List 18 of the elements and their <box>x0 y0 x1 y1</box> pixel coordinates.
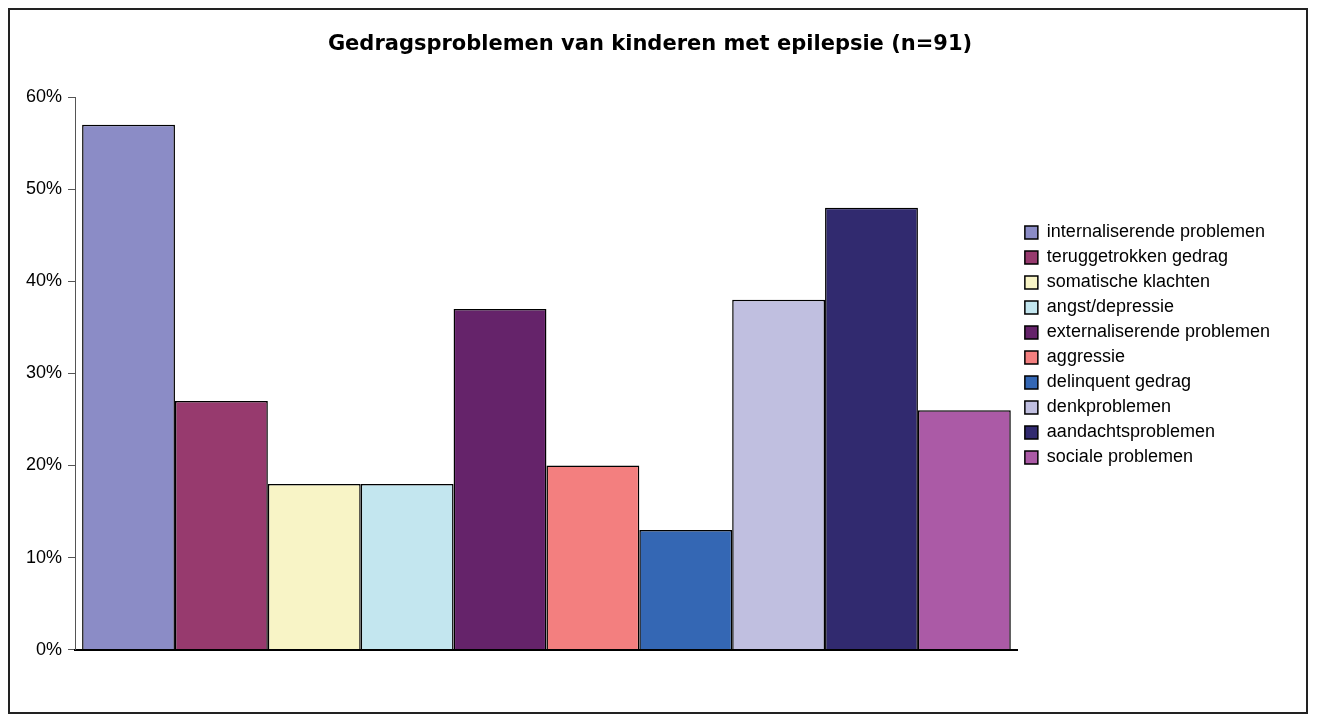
y-tick-label: 10% <box>26 546 63 567</box>
legend-label: sociale problemen <box>1046 446 1193 467</box>
legend-label: aggressie <box>1046 346 1125 367</box>
y-tick-label: 50% <box>26 178 63 199</box>
legend-label: teruggetrokken gedrag <box>1046 246 1228 267</box>
y-tick-label: 30% <box>26 362 63 383</box>
legend-label: delinquent gedrag <box>1046 371 1191 392</box>
legend-label: denkproblemen <box>1046 396 1171 417</box>
chart-title: Gedragsproblemen van kinderen met epilepsie (n=91) <box>327 31 973 56</box>
y-tick-label: 20% <box>26 454 63 475</box>
y-tick-label: 60% <box>26 86 63 107</box>
y-tick-label: 0% <box>36 638 63 659</box>
legend-label: angst/depressie <box>1046 296 1174 317</box>
legend-label: internaliserende problemen <box>1046 221 1265 242</box>
legend-label: somatische klachten <box>1046 271 1210 292</box>
y-tick-label: 40% <box>26 270 63 291</box>
legend-label: externaliserende problemen <box>1046 321 1270 342</box>
legend-label: aandachtsproblemen <box>1046 421 1215 442</box>
